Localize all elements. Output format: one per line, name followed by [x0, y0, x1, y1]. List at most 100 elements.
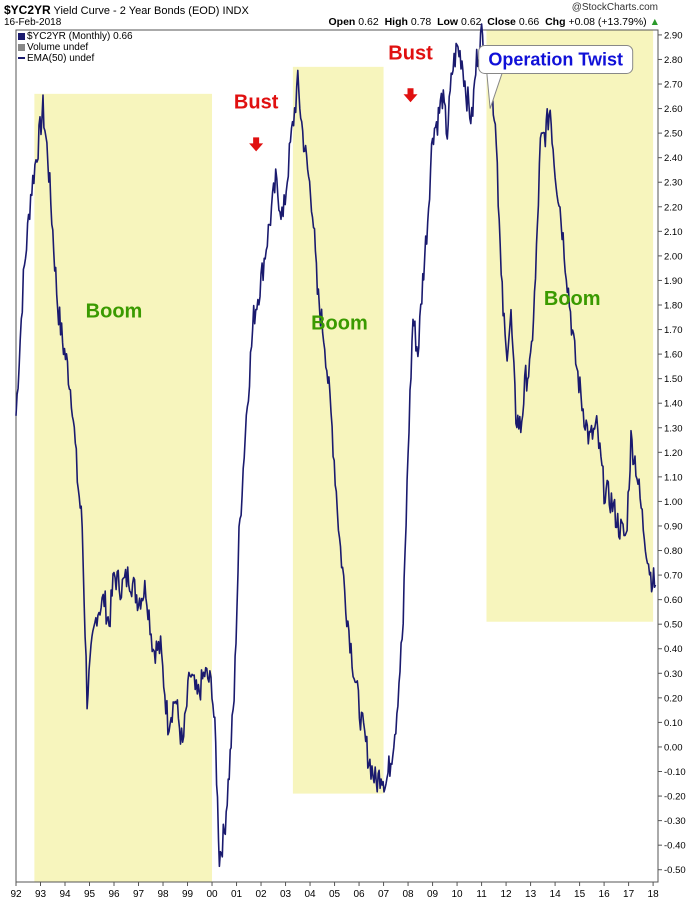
- y-tick-label-25: 0.40: [664, 644, 683, 655]
- ema-swatch-icon: [18, 57, 25, 60]
- shaded-period-3: [486, 30, 654, 622]
- x-tick-label-20: 12: [501, 889, 513, 900]
- y-tick-label-1: 2.80: [664, 55, 683, 66]
- symbol-name: Yield Curve - 2 Year Bonds (EOD): [53, 5, 220, 17]
- x-tick-label-6: 98: [157, 889, 169, 900]
- shaded-period-1: [34, 93, 213, 882]
- chart-legend: $YC2YR (Monthly) 0.66 Volume undef EMA(5…: [18, 31, 133, 64]
- x-tick-label-15: 07: [378, 889, 390, 900]
- y-tick-label-15: 1.40: [664, 399, 683, 410]
- bust-arrow-icon-2: [249, 137, 264, 152]
- x-tick-label-17: 09: [427, 889, 439, 900]
- y-tick-label-12: 1.70: [664, 325, 683, 336]
- y-tick-label-29: 0.00: [664, 742, 683, 753]
- x-tick-label-10: 02: [255, 889, 267, 900]
- y-tick-label-30: -0.10: [664, 767, 686, 778]
- legend-series-label: $YC2YR (Monthly) 0.66: [27, 31, 133, 42]
- y-tick-label-13: 1.60: [664, 350, 683, 361]
- x-tick-label-26: 18: [648, 889, 660, 900]
- x-tick-label-18: 10: [452, 889, 464, 900]
- y-tick-label-9: 2.00: [664, 251, 683, 262]
- y-tick-label-4: 2.50: [664, 129, 683, 140]
- operation-twist-label: Operation Twist: [488, 49, 623, 69]
- x-tick-label-19: 11: [476, 889, 487, 900]
- x-tick-label-16: 08: [402, 889, 414, 900]
- x-tick-label-3: 95: [84, 889, 96, 900]
- y-tick-label-16: 1.30: [664, 423, 683, 434]
- annotation-boom-3: Boom: [311, 313, 368, 335]
- series-swatch-icon: [18, 32, 25, 40]
- annotation-boom-1: Boom: [86, 300, 143, 322]
- open-value: 0.62: [358, 16, 379, 28]
- x-tick-label-9: 01: [231, 889, 243, 900]
- y-tick-label-7: 2.20: [664, 202, 683, 213]
- y-tick-label-34: -0.50: [664, 865, 686, 876]
- legend-ema: EMA(50) undef: [18, 53, 133, 64]
- x-tick-label-11: 03: [280, 889, 292, 900]
- legend-volume: Volume undef: [18, 42, 133, 53]
- y-tick-label-19: 1.00: [664, 497, 683, 508]
- y-tick-label-21: 0.80: [664, 546, 683, 557]
- y-tick-label-23: 0.60: [664, 595, 683, 606]
- y-tick-label-2: 2.70: [664, 80, 683, 91]
- brand-label: @StockCharts.com: [571, 2, 658, 13]
- operation-twist-box: [478, 44, 634, 74]
- y-tick-label-22: 0.70: [664, 571, 683, 582]
- y-tick-label-24: 0.50: [664, 620, 683, 631]
- close-value: 0.66: [518, 16, 540, 28]
- y-tick-label-17: 1.20: [664, 448, 683, 459]
- annotation-bust-4: Bust: [388, 42, 433, 64]
- low-value: 0.62: [461, 16, 482, 28]
- chg-value: +0.08 (+13.79%): [568, 16, 647, 28]
- shaded-period-2: [292, 66, 384, 794]
- annotation-boom-5: Boom: [544, 288, 601, 310]
- x-tick-label-12: 04: [304, 889, 316, 900]
- x-tick-label-4: 96: [108, 889, 120, 900]
- legend-volume-label: Volume undef: [27, 42, 89, 53]
- exchange-label: INDX: [222, 5, 249, 17]
- x-tick-label-14: 06: [353, 889, 365, 900]
- y-tick-label-20: 0.90: [664, 521, 683, 532]
- y-tick-label-33: -0.40: [664, 841, 686, 852]
- x-tick-label-8: 00: [206, 889, 218, 900]
- y-tick-label-3: 2.60: [664, 104, 683, 115]
- x-tick-label-0: 92: [10, 889, 22, 900]
- y-tick-label-6: 2.30: [664, 178, 683, 189]
- y-tick-label-8: 2.10: [664, 227, 683, 238]
- up-triangle-icon: ▲: [649, 16, 660, 28]
- chg-label: Chg: [545, 16, 566, 28]
- y-tick-label-28: 0.10: [664, 718, 683, 729]
- ohlc-readout: Open 0.62 High 0.78 Low 0.62 Close 0.66 …: [329, 16, 660, 28]
- open-label: Open: [328, 16, 356, 28]
- plot-frame: [15, 29, 659, 883]
- close-label: Close: [487, 16, 516, 28]
- y-tick-label-18: 1.10: [664, 472, 683, 483]
- legend-ema-label: EMA(50) undef: [27, 53, 95, 64]
- symbol-label: $YC2YR: [4, 3, 51, 17]
- series-line: [15, 23, 657, 868]
- chart-title: $YC2YR Yield Curve - 2 Year Bonds (EOD) …: [4, 3, 249, 17]
- x-tick-label-1: 93: [35, 889, 47, 900]
- x-tick-label-7: 99: [182, 889, 194, 900]
- y-tick-label-11: 1.80: [664, 300, 683, 311]
- high-label: High: [384, 16, 408, 28]
- y-tick-label-32: -0.30: [664, 816, 686, 827]
- date-label: 16-Feb-2018: [4, 17, 62, 28]
- operation-twist-pointer: [486, 70, 504, 109]
- y-tick-label-27: 0.20: [664, 693, 683, 704]
- y-tick-label-14: 1.50: [664, 374, 683, 385]
- x-tick-label-2: 94: [59, 889, 71, 900]
- y-tick-label-31: -0.20: [664, 792, 686, 803]
- volume-swatch-icon: [18, 43, 25, 51]
- x-tick-label-24: 16: [599, 889, 611, 900]
- y-tick-label-5: 2.40: [664, 153, 683, 164]
- y-tick-label-10: 1.90: [664, 276, 683, 287]
- x-tick-label-21: 13: [525, 889, 537, 900]
- low-label: Low: [437, 16, 459, 28]
- x-tick-label-5: 97: [133, 889, 145, 900]
- y-tick-label-0: 2.90: [664, 30, 683, 41]
- y-tick-label-26: 0.30: [664, 669, 683, 680]
- bust-arrow-icon-4: [403, 88, 418, 103]
